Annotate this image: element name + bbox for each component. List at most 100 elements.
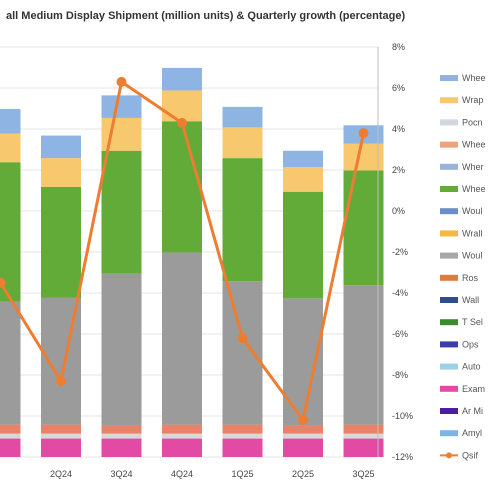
legend-swatch: [440, 274, 458, 281]
bar-segment: [343, 433, 384, 439]
right-axis-tick-label: 8%: [392, 42, 405, 52]
legend-label: Whee: [462, 184, 486, 194]
bar-segment: [283, 425, 323, 434]
bar-segment: [222, 438, 263, 457]
category-label: 1Q25: [231, 469, 253, 479]
bar-segment: [41, 438, 81, 457]
legend-swatch-marker: [446, 452, 452, 459]
legend-swatch: [440, 408, 458, 414]
bar-segment: [41, 158, 81, 187]
legend-label: Woul: [462, 206, 482, 216]
bar-segment: [162, 90, 202, 122]
bar-segment: [101, 95, 142, 118]
legend-swatch: [440, 119, 458, 126]
right-axis-ticks: 8% 6% 4% 2% 0% -2% -4% -6% -8% -10% -12%: [392, 42, 413, 462]
bar-segment: [162, 433, 202, 439]
legend-swatch: [440, 363, 458, 370]
bar-segment: [0, 424, 21, 434]
right-axis-tick-label: -6%: [392, 329, 408, 339]
bar-segment: [343, 424, 384, 434]
bar-segment: [283, 433, 323, 439]
growth-point: [116, 76, 127, 87]
bar-segment: [101, 150, 142, 274]
bar-segment: [41, 135, 81, 159]
legend-label: Ops: [462, 339, 479, 349]
bar-segment: [222, 433, 263, 439]
legend-label: Wher: [462, 162, 484, 172]
legend-label: Pocn: [462, 117, 483, 127]
legend-label: Whee: [462, 73, 486, 83]
legend-swatch: [440, 186, 458, 192]
legend-label: Qsif: [462, 450, 479, 460]
bar-segment: [283, 191, 323, 299]
right-axis-tick-label: -12%: [392, 452, 413, 462]
bar-segment: [0, 433, 21, 439]
bar-segment: [101, 425, 142, 434]
legend-label: Wrap: [462, 95, 483, 105]
legend-label: Exam: [462, 384, 485, 394]
legend-swatch: [440, 385, 458, 392]
legend-swatch: [440, 230, 458, 237]
bar-segment: [283, 298, 323, 426]
bar-segment: [283, 438, 323, 457]
bar-segment: [222, 127, 263, 159]
legend-label: Ar Mi: [462, 406, 483, 416]
legend-label: Woul: [462, 251, 482, 261]
bar-segment: [162, 438, 202, 457]
bar-segment: [222, 424, 263, 434]
bar-segment: [222, 158, 263, 282]
legend-label: Wrall: [462, 228, 482, 238]
legend-swatch: [440, 341, 458, 348]
right-axis-tick-label: -2%: [392, 247, 408, 257]
category-label: 3Q25: [352, 469, 374, 479]
growth-point: [56, 376, 66, 387]
bar-segment: [343, 438, 384, 457]
legend-swatch: [440, 319, 458, 326]
legend-swatch: [440, 252, 458, 259]
growth-point: [298, 415, 308, 426]
category-axis-labels: 2Q24 3Q24 4Q24 1Q25 2Q25 3Q25: [50, 469, 375, 479]
legend-label: Ros: [462, 273, 479, 283]
legend-label: Wall: [462, 295, 479, 305]
bar-segment: [0, 438, 21, 457]
bar-segment: [162, 424, 202, 434]
growth-point: [0, 277, 6, 288]
legend: Whee Wrap Pocn Whee Wher Whee Woul Wrall Woul Ros…: [440, 73, 486, 460]
bar-segment: [0, 162, 21, 302]
legend-swatch: [440, 208, 458, 215]
right-axis-tick-label: 6%: [392, 83, 405, 93]
bar-segment: [283, 167, 323, 192]
right-axis-tick-label: -10%: [392, 411, 413, 421]
bar-segment: [41, 186, 81, 298]
bar-segment: [343, 285, 384, 425]
bar-segment: [162, 67, 202, 91]
legend-label: Whee: [462, 140, 486, 150]
bar-segment: [101, 273, 142, 426]
bar-segment: [162, 252, 202, 425]
category-label: 2Q25: [292, 469, 314, 479]
bar-segment: [101, 438, 142, 457]
bar-segment: [0, 301, 21, 425]
bar-segment: [222, 281, 263, 425]
bar-segment: [343, 143, 384, 171]
bar-series-group: [0, 67, 384, 457]
growth-point: [358, 128, 369, 139]
bar-segment: [222, 106, 263, 128]
legend-swatch: [440, 163, 458, 170]
right-axis-tick-label: 0%: [392, 206, 405, 216]
legend-swatch: [440, 97, 458, 104]
right-axis-tick-label: -4%: [392, 288, 408, 298]
growth-point: [177, 117, 187, 128]
category-label: 2Q24: [50, 469, 72, 479]
right-axis-tick-label: 4%: [392, 124, 405, 134]
legend-swatch: [440, 75, 458, 81]
chart-title: all Medium Display Shipment (million uni…: [6, 10, 405, 22]
bar-segment: [41, 433, 81, 439]
bar-segment: [283, 150, 323, 168]
bar-segment: [0, 133, 21, 163]
growth-line-group: [0, 76, 369, 426]
category-label: 3Q24: [110, 469, 132, 479]
right-axis-tick-label: 2%: [392, 165, 405, 175]
legend-swatch: [440, 297, 458, 303]
